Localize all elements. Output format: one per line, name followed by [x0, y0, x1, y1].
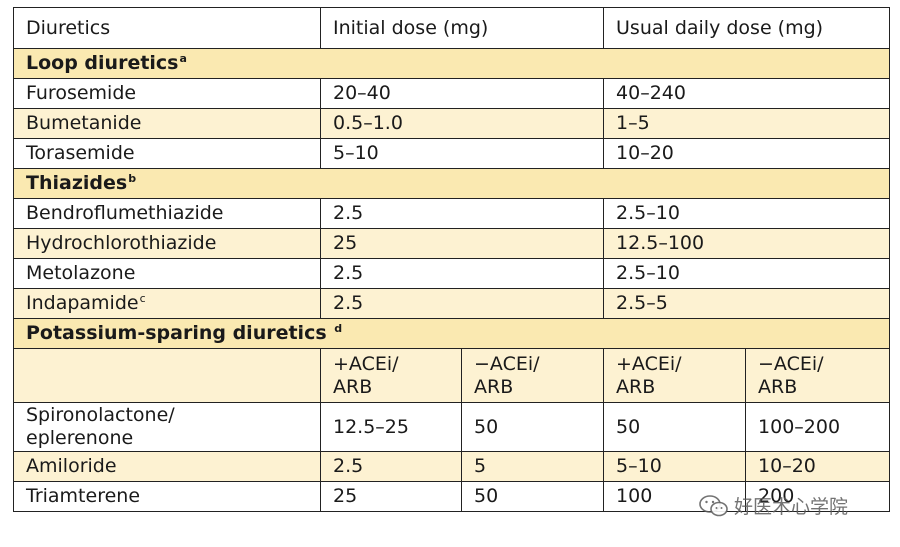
- usual-dose-minus-acei: 10–20: [745, 451, 891, 482]
- initial-dose: 2.5: [319, 198, 605, 229]
- table-row: Bendroflumethiazide 2.5 2.5–10: [13, 198, 891, 229]
- usual-dose-plus-acei: 100: [603, 481, 747, 512]
- table-row: Amiloride 2.5 5 5–10 10–20: [13, 451, 891, 482]
- header-usual-daily-dose: Usual daily dose (mg): [603, 7, 891, 49]
- initial-dose: 20–40: [319, 78, 605, 109]
- initial-dose: 25: [319, 228, 605, 259]
- usual-dose: 12.5–100: [603, 228, 891, 259]
- initial-dose: 0.5–1.0: [319, 108, 605, 139]
- table-row: Torasemide 5–10 10–20: [13, 138, 891, 169]
- subheader-initial-plus-acei: +ACEi/ARB: [320, 348, 462, 403]
- drug-name: Torasemide: [13, 138, 321, 169]
- initial-dose-minus-acei: 5: [460, 451, 605, 482]
- table-row: Furosemide 20–40 40–240: [13, 78, 891, 109]
- drug-name: Indapamidec: [13, 288, 321, 319]
- initial-dose-minus-acei: 50: [460, 402, 605, 452]
- header-initial-dose: Initial dose (mg): [319, 7, 605, 49]
- subheader-initial-minus-acei: −ACEi/ARB: [460, 348, 605, 403]
- section-potassium-sparing-diuretics: Potassium-sparing diuretics d: [12, 318, 891, 349]
- usual-dose-minus-acei: 100–200: [745, 402, 891, 452]
- initial-dose-plus-acei: 2.5: [320, 451, 462, 482]
- table-row: Hydrochlorothiazide 25 12.5–100: [13, 228, 891, 259]
- table-row: Spironolactone/eplerenone 12.5–25 50 50 …: [13, 402, 891, 452]
- section-title: Potassium-sparing diuretics d: [12, 318, 891, 349]
- table-row: Indapamidec 2.5 2.5–5: [13, 288, 891, 319]
- initial-dose: 2.5: [319, 288, 605, 319]
- header-row: Diuretics Initial dose (mg) Usual daily …: [13, 7, 891, 49]
- usual-dose: 1–5: [603, 108, 891, 139]
- subheader-row: +ACEi/ARB −ACEi/ARB +ACEi/ARB −ACEi/ARB: [13, 348, 891, 403]
- wechat-icon: [699, 494, 728, 516]
- drug-name: Amiloride: [13, 451, 321, 482]
- usual-dose: 10–20: [603, 138, 891, 169]
- drug-name: Spironolactone/eplerenone: [13, 402, 321, 452]
- usual-dose-plus-acei: 50: [603, 402, 747, 452]
- section-title: Thiazidesb: [12, 168, 891, 199]
- subheader-usual-plus-acei: +ACEi/ARB: [603, 348, 747, 403]
- footnote-marker: a: [179, 52, 187, 65]
- section-title: Loop diureticsa: [12, 48, 891, 79]
- initial-dose-plus-acei: 12.5–25: [320, 402, 462, 452]
- drug-name: Triamterene: [13, 481, 321, 512]
- watermark-text: 好医术心学院: [734, 496, 849, 518]
- drug-name: Bendroflumethiazide: [13, 198, 321, 229]
- initial-dose-plus-acei: 25: [320, 481, 462, 512]
- section-loop-diuretics: Loop diureticsa: [12, 48, 891, 79]
- subheader-empty: [13, 348, 321, 403]
- drug-name: Hydrochlorothiazide: [13, 228, 321, 259]
- usual-dose-plus-acei: 5–10: [603, 451, 747, 482]
- footnote-marker: b: [128, 172, 137, 185]
- drug-name: Metolazone: [13, 258, 321, 289]
- usual-dose: 2.5–10: [603, 198, 891, 229]
- initial-dose: 5–10: [319, 138, 605, 169]
- table-row: Metolazone 2.5 2.5–10: [13, 258, 891, 289]
- subheader-usual-minus-acei: −ACEi/ARB: [745, 348, 891, 403]
- table-row: Bumetanide 0.5–1.0 1–5: [13, 108, 891, 139]
- diuretics-dose-table: Diuretics Initial dose (mg) Usual daily …: [12, 7, 891, 512]
- usual-dose: 2.5–5: [603, 288, 891, 319]
- drug-name: Furosemide: [13, 78, 321, 109]
- watermark: 好医术心学院: [698, 492, 848, 519]
- footnote-marker: d: [334, 322, 343, 335]
- table-row: Triamterene 25 50 100 200: [13, 481, 891, 512]
- header-diuretics: Diuretics: [13, 7, 321, 49]
- initial-dose: 2.5: [319, 258, 605, 289]
- usual-dose: 2.5–10: [603, 258, 891, 289]
- footnote-marker: c: [139, 292, 146, 305]
- initial-dose-minus-acei: 50: [460, 481, 605, 512]
- section-thiazides: Thiazidesb: [12, 168, 891, 199]
- usual-dose: 40–240: [603, 78, 891, 109]
- usual-dose-minus-acei: 200: [745, 481, 891, 512]
- drug-name: Bumetanide: [13, 108, 321, 139]
